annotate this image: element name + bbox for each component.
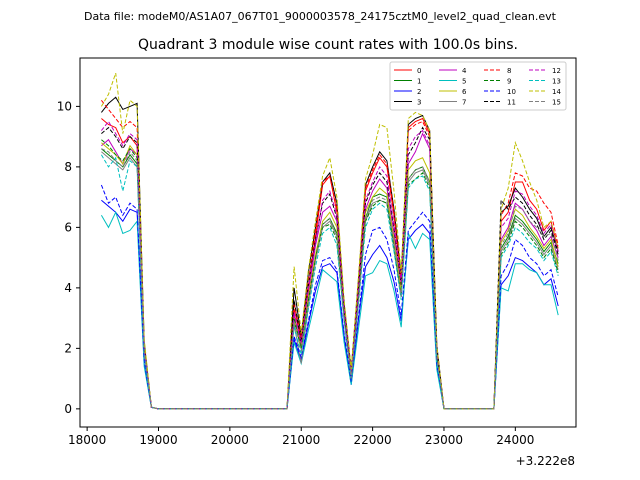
legend-label-10: 10 bbox=[507, 88, 516, 96]
x-tick-label: 24000 bbox=[496, 433, 534, 447]
legend-label-3: 3 bbox=[417, 99, 421, 107]
legend-label-14: 14 bbox=[552, 88, 561, 96]
legend-label-11: 11 bbox=[507, 99, 516, 107]
y-tick-label: 0 bbox=[64, 402, 72, 416]
series-line-2 bbox=[101, 199, 559, 410]
series-line-8 bbox=[101, 99, 559, 410]
legend-label-13: 13 bbox=[552, 78, 561, 86]
plot-frame bbox=[79, 57, 577, 428]
y-tick-label: 8 bbox=[64, 160, 72, 174]
legend-label-7: 7 bbox=[462, 99, 466, 107]
y-tick-label: 6 bbox=[64, 220, 72, 234]
series-line-1 bbox=[101, 148, 559, 410]
legend-label-8: 8 bbox=[507, 67, 511, 75]
x-tick-label: 18000 bbox=[68, 433, 106, 447]
chart-title: Quadrant 3 module wise count rates with … bbox=[138, 37, 518, 53]
legend-label-4: 4 bbox=[462, 67, 467, 75]
series-line-5 bbox=[100, 210, 559, 410]
legend-box bbox=[389, 61, 567, 111]
legend-label-9: 9 bbox=[507, 78, 511, 86]
data-file-label: Data file: modeM0/AS1A07_067T01_90000035… bbox=[84, 10, 557, 23]
legend-label-1: 1 bbox=[417, 78, 421, 86]
x-offset-label: +3.222e8 bbox=[516, 454, 575, 468]
legend-label-2: 2 bbox=[417, 88, 421, 96]
legend-label-5: 5 bbox=[462, 78, 466, 86]
series-line-12 bbox=[101, 120, 559, 410]
x-tick-label: 21000 bbox=[282, 433, 320, 447]
x-tick-label: 20000 bbox=[211, 433, 249, 447]
plot-area: 18000 19000 20000 21000 22000 23000 24000 0 2 4 6 8… bbox=[57, 57, 577, 447]
y-tick-label: 4 bbox=[64, 281, 72, 295]
series-line-3 bbox=[101, 96, 559, 410]
series-line-15 bbox=[101, 148, 559, 410]
legend-label-15: 15 bbox=[552, 99, 561, 107]
legend-label-12: 12 bbox=[552, 67, 561, 75]
legend-label-6: 6 bbox=[462, 88, 467, 96]
series-line-9 bbox=[101, 139, 559, 410]
y-tick-label: 10 bbox=[57, 99, 72, 113]
series-line-11 bbox=[101, 126, 559, 410]
x-tick-label: 23000 bbox=[425, 433, 463, 447]
y-tick-label: 2 bbox=[64, 341, 72, 355]
series-line-13 bbox=[100, 154, 559, 410]
x-tick-label: 22000 bbox=[354, 433, 392, 447]
legend-label-0: 0 bbox=[417, 67, 421, 75]
x-tick-label: 19000 bbox=[139, 433, 177, 447]
series-line-14 bbox=[100, 72, 559, 410]
